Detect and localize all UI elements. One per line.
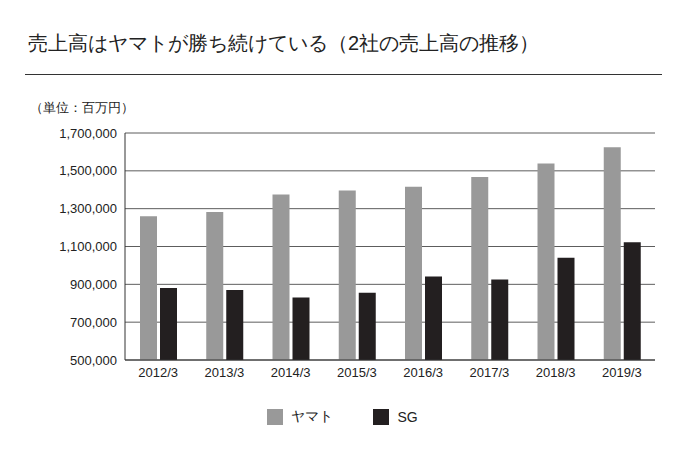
svg-text:2012/3: 2012/3: [138, 365, 178, 380]
svg-text:2017/3: 2017/3: [469, 365, 509, 380]
svg-text:2013/3: 2013/3: [204, 365, 244, 380]
html-text:（単位：百万円）: （単位：百万円）: [30, 100, 134, 115]
html-text:SG: SG: [397, 409, 418, 425]
svg-text:1,300,000: 1,300,000: [59, 201, 117, 216]
svg-text:2018/3: 2018/3: [536, 365, 576, 380]
html-text:売上高はヤマトが勝ち続けている（2社の売上高の推移）: 売上高はヤマトが勝ち続けている（2社の売上高の推移）: [28, 32, 540, 54]
svg-text:2015/3: 2015/3: [337, 365, 377, 380]
svg-text:700,000: 700,000: [70, 315, 117, 330]
svg-text:500,000: 500,000: [70, 353, 117, 368]
svg-text:1,700,000: 1,700,000: [59, 126, 117, 141]
svg-text:900,000: 900,000: [70, 277, 117, 292]
svg-text:2016/3: 2016/3: [403, 365, 443, 380]
svg-text:1,100,000: 1,100,000: [59, 239, 117, 254]
html-text:ヤマト: ヤマト: [291, 408, 334, 424]
svg-text:2014/3: 2014/3: [271, 365, 311, 380]
svg-text:1,500,000: 1,500,000: [59, 163, 117, 178]
svg-text:2019/3: 2019/3: [602, 365, 642, 380]
